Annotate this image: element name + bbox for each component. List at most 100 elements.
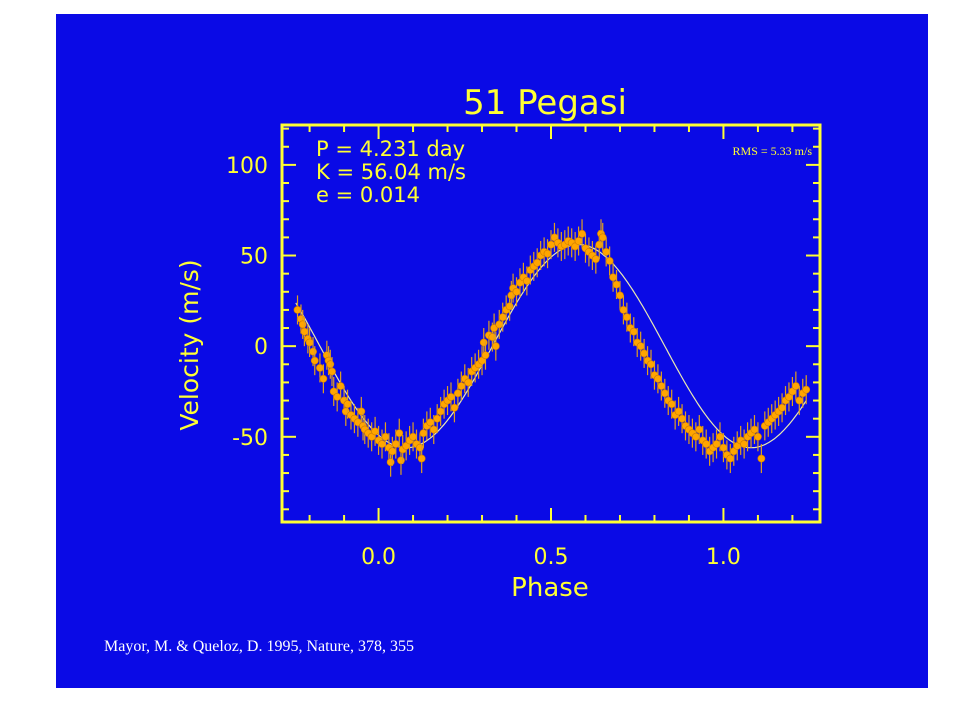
x-axis-label: Phase [511,573,589,603]
data-point [674,407,683,416]
data-point [754,432,762,441]
data-point [660,389,669,398]
x-tick-label: 0.0 [361,545,396,570]
data-point [609,273,617,282]
data-point [574,237,583,245]
data-point [391,440,400,448]
data-point [757,454,766,463]
chart-title: 51 Pegasi [463,83,627,123]
data-point [488,333,497,341]
data-point [702,440,711,448]
param-amplitude: K = 56.04 m/s [316,160,466,184]
data-point [409,432,417,441]
data-point [416,443,424,452]
data-point [495,320,504,329]
data-point [388,447,397,456]
data-point [657,382,666,390]
data-point [433,414,442,423]
data-point [450,403,459,412]
rms-label: RMS = 5.33 m/s [733,144,813,158]
data-point [719,443,728,452]
y-tick-label: 50 [240,245,268,270]
data-point [357,407,366,416]
data-point [316,364,324,372]
data-point [716,432,724,441]
data-point [740,440,749,448]
data-point [457,382,466,390]
data-point [305,338,314,347]
data-point [498,313,507,322]
data-point [695,425,704,434]
data-point [691,432,700,441]
data-point [395,429,404,438]
data-point [778,403,786,412]
data-point [310,356,319,365]
data-point [654,374,662,383]
data-point [605,257,614,265]
data-point [429,425,438,434]
data-point [512,287,521,296]
data-point [629,327,638,336]
data-point [622,313,631,322]
data-point [328,367,336,376]
chart: 51 Pegasi 0.0 0.5 1.0 -50 0 50 100 P = 4.231 d… [175,83,822,603]
data-point [616,291,624,300]
data-point [602,247,611,256]
data-point [381,432,390,441]
data-point [447,393,455,401]
data-point [426,418,435,427]
data-point [505,302,514,311]
fit-line [295,244,807,449]
data-point [309,347,317,356]
data-point [343,400,352,409]
data-point [543,249,552,258]
data-point [619,306,628,314]
data-point [578,229,586,238]
data-point [750,425,759,434]
data-point [522,276,531,285]
y-tick-label: -50 [232,426,268,451]
data-point [595,240,604,249]
data-point [326,360,335,369]
data-point [612,280,621,289]
data-point [300,327,309,336]
data-point [378,440,386,448]
data-point [791,382,800,390]
data-point [319,374,328,383]
data-point [647,360,655,369]
data-point [636,342,645,351]
param-eccentricity: e = 0.014 [316,183,420,207]
data-point [795,396,804,405]
data-point [333,393,342,401]
data-point [481,351,490,360]
data-point [547,240,555,249]
fit-curve [295,244,807,449]
data-point [802,385,811,394]
data-point [436,407,445,416]
data-point [419,429,428,438]
data-point [371,427,380,436]
data-point [667,400,676,409]
data-point [491,342,500,351]
data-point [336,382,345,390]
data-point [712,440,721,448]
data-point [726,454,735,463]
data-point [386,458,395,467]
axis-ticks [282,125,820,522]
citation: Mayor, M. & Queloz, D. 1995, Nature, 378… [104,638,414,655]
data-point [464,378,473,387]
data-point [293,306,302,314]
data-point [598,233,607,242]
data-point [479,338,488,347]
data-point [453,389,462,398]
y-axis-label: Velocity (m/s) [175,259,204,430]
data-point [678,414,686,423]
y-tick-label: 100 [226,154,268,179]
x-tick-label: 0.5 [534,545,569,570]
data-point [397,456,405,465]
data-point [591,255,600,264]
data-point [640,349,649,358]
x-tick-label: 1.0 [706,545,741,570]
param-period: P = 4.231 day [316,137,465,161]
data-point [533,258,542,267]
